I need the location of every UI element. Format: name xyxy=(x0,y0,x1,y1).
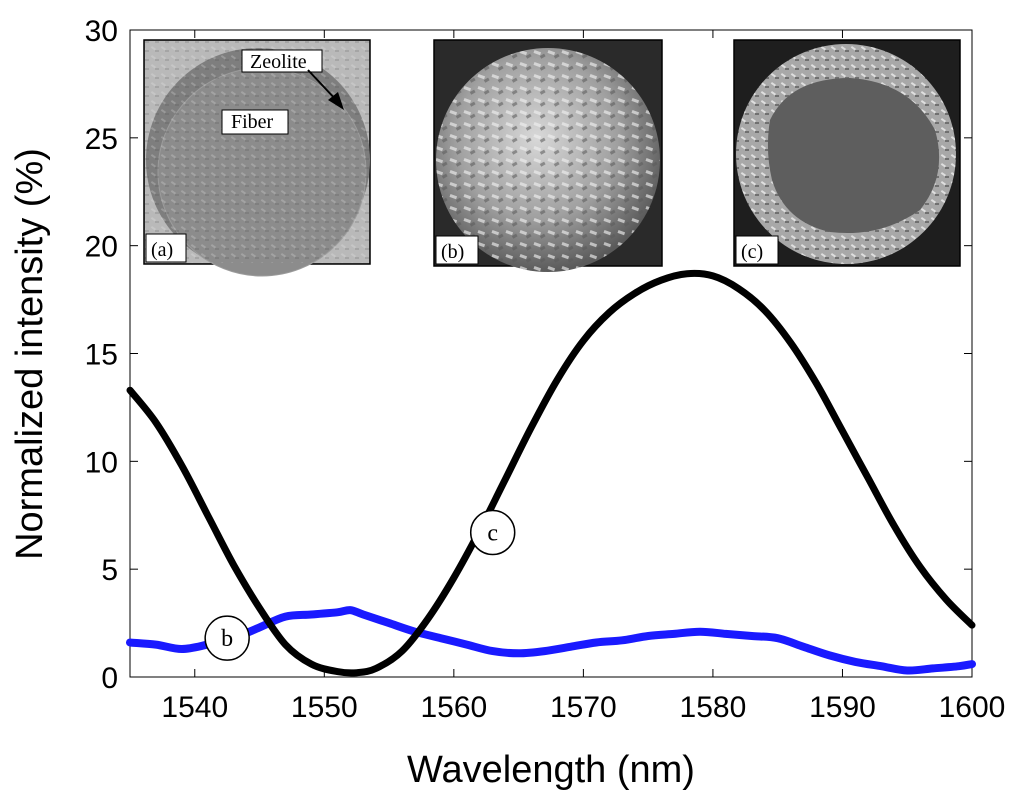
y-tick-label: 15 xyxy=(85,339,118,372)
inset-b: (b) xyxy=(433,39,663,272)
svg-text:b: b xyxy=(221,626,233,652)
inset-a-zeolite-label: Zeolite xyxy=(250,51,307,73)
inset-a-fiber-label: Fiber xyxy=(231,111,274,133)
inset-a-panel-label: (a) xyxy=(151,239,173,261)
x-tick-label: 1580 xyxy=(680,691,747,724)
x-tick-label: 1560 xyxy=(420,691,487,724)
axis-ticks xyxy=(130,29,973,678)
series-label-c: c xyxy=(469,509,516,556)
x-axis-title: Wavelength (nm) xyxy=(407,749,695,791)
y-tick-label: 20 xyxy=(85,231,118,264)
x-tick-label: 1550 xyxy=(291,691,358,724)
x-tick-label: 1540 xyxy=(161,691,228,724)
series-label-b: b xyxy=(204,615,250,661)
series-line-c xyxy=(126,269,976,677)
y-tick-label: 5 xyxy=(101,554,118,587)
x-tick-label: 1600 xyxy=(939,691,1006,724)
inset-c: (c) xyxy=(733,39,961,267)
inset-b-panel-label: (b) xyxy=(441,241,464,263)
y-tick-label: 30 xyxy=(85,15,118,48)
inset-c-panel-label: (c) xyxy=(741,241,763,263)
series-line-b xyxy=(126,606,976,675)
y-tick-label: 25 xyxy=(85,123,118,156)
axis-tick-labels: 1540 1550 1560 1570 1580 1590 1600 0 5 10 15 20 25 30 xyxy=(85,15,1006,724)
y-axis-title: Normalized intensity (%) xyxy=(9,148,51,560)
svg-text:c: c xyxy=(487,521,498,547)
inset-a: Zeolite Fiber (a) xyxy=(143,39,371,277)
y-tick-label: 10 xyxy=(85,446,118,479)
x-tick-label: 1570 xyxy=(550,691,617,724)
y-tick-label: 0 xyxy=(101,662,118,695)
x-tick-label: 1590 xyxy=(809,691,876,724)
